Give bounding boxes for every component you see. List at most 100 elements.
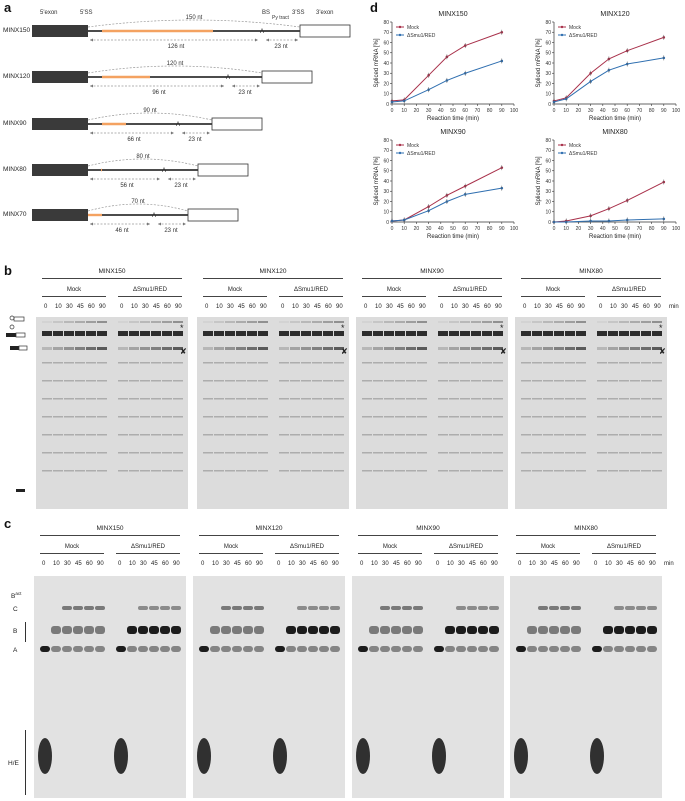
timepoint-label: 60 <box>162 561 169 567</box>
background-band <box>247 380 257 382</box>
c-complex-band <box>73 606 83 610</box>
background-band <box>543 380 553 382</box>
pre-mrna-band <box>406 331 416 336</box>
a-complex-band <box>40 646 50 652</box>
background-band <box>64 434 74 436</box>
a-complex-band <box>62 646 72 652</box>
c-complex-band <box>636 606 646 610</box>
y-axis-label: Spliced mRNA [%] <box>374 156 380 205</box>
background-band <box>86 434 96 436</box>
y-tick-label: 50 <box>545 51 551 57</box>
background-band <box>619 470 629 472</box>
timepoint-label: 10 <box>212 561 219 567</box>
gel-title: MINX120 <box>259 268 287 275</box>
y-tick-label: 40 <box>545 179 551 185</box>
exon5-box <box>32 118 88 130</box>
lariat-band <box>406 321 416 323</box>
timepoint-label: 30 <box>616 561 623 567</box>
mrna-band <box>438 347 448 350</box>
b-complex-band <box>571 626 581 634</box>
mrna-band <box>279 347 289 350</box>
a-complex-band <box>308 646 318 652</box>
lariat-band <box>608 321 618 323</box>
construct-name: MINX120 <box>3 73 31 80</box>
b-complex-band <box>221 626 231 634</box>
background-band <box>449 380 459 382</box>
lariat-band <box>203 321 213 323</box>
x-tick-label: 100 <box>510 108 519 114</box>
background-band <box>471 380 481 382</box>
h-e-complex-smear <box>197 738 211 774</box>
mrna-band <box>373 347 383 350</box>
gel-title: MINX150 <box>98 268 126 275</box>
y-tick-label: 60 <box>383 40 389 46</box>
background-band <box>384 416 394 418</box>
background-band <box>641 398 651 400</box>
background-band <box>482 398 492 400</box>
y-tick-label: 80 <box>545 138 551 144</box>
construct-diagram: A 150 nt 126 nt 23 nt <box>32 15 351 50</box>
lariat-band <box>236 321 246 323</box>
c-complex-band <box>232 606 242 610</box>
y-tick-label: 80 <box>383 20 389 26</box>
timepoint-label: 60 <box>408 304 415 310</box>
background-band <box>97 362 107 364</box>
background-band <box>438 398 448 400</box>
background-band <box>162 470 172 472</box>
background-band <box>214 398 224 400</box>
timepoint-label: 45 <box>397 304 404 310</box>
mrna-band <box>140 347 150 350</box>
y-tick-label: 30 <box>383 189 389 195</box>
lariat-band <box>395 321 405 323</box>
background-band <box>312 416 322 418</box>
mrna-band <box>203 347 213 350</box>
background-band <box>395 452 405 454</box>
background-band <box>42 416 52 418</box>
pre-mrna-band <box>482 331 492 336</box>
line-chart: MINX150 0 10 20 30 40 50 60 70 80 0 10 20 30 40 50 60 70 8… <box>374 11 519 122</box>
background-band <box>362 380 372 382</box>
background-band <box>162 398 172 400</box>
mrna-band <box>565 347 575 350</box>
y-tick-label: 70 <box>545 30 551 36</box>
arrow-head <box>221 84 224 88</box>
a-complex-band <box>232 646 242 652</box>
c-complex-band <box>171 606 181 610</box>
background-band <box>565 362 575 364</box>
background-band <box>173 380 183 382</box>
mrna-band <box>258 347 268 350</box>
background-band <box>312 452 322 454</box>
background-band <box>482 362 492 364</box>
timepoint-label: 45 <box>77 304 84 310</box>
background-band <box>597 362 607 364</box>
a-complex-band <box>538 646 548 652</box>
background-band <box>97 452 107 454</box>
series-line <box>391 187 502 222</box>
bs-ss3-distance-label: 23 nt <box>188 137 202 143</box>
timepoint-label: 90 <box>332 561 339 567</box>
background-band <box>565 380 575 382</box>
lariat-band <box>521 321 531 323</box>
h-e-complex-smear <box>38 738 52 774</box>
b-complex-band <box>308 626 318 634</box>
mock-label: Mock <box>64 544 80 550</box>
x-tick-label: 70 <box>637 226 643 232</box>
x-axis-label: Reaction time (min) <box>427 116 479 122</box>
background-band <box>258 362 268 364</box>
background-band <box>395 470 405 472</box>
intron-length-arc <box>87 65 263 74</box>
background-band <box>532 470 542 472</box>
b-complex-band <box>538 626 548 634</box>
x-tick-label: 90 <box>661 108 667 114</box>
background-band <box>597 380 607 382</box>
c-complex-band <box>625 606 635 610</box>
legend-label: ΔSmu1/RED <box>407 151 436 157</box>
a-complex-band <box>221 646 231 652</box>
pre-mrna-band <box>565 331 575 336</box>
x-tick-label: 70 <box>475 226 481 232</box>
timepoint-label: 0 <box>120 304 124 310</box>
b-complex-band <box>243 626 253 634</box>
gel-title-underline <box>362 278 502 279</box>
b-complex-band <box>625 626 635 634</box>
pre-mrna-band <box>652 331 662 336</box>
